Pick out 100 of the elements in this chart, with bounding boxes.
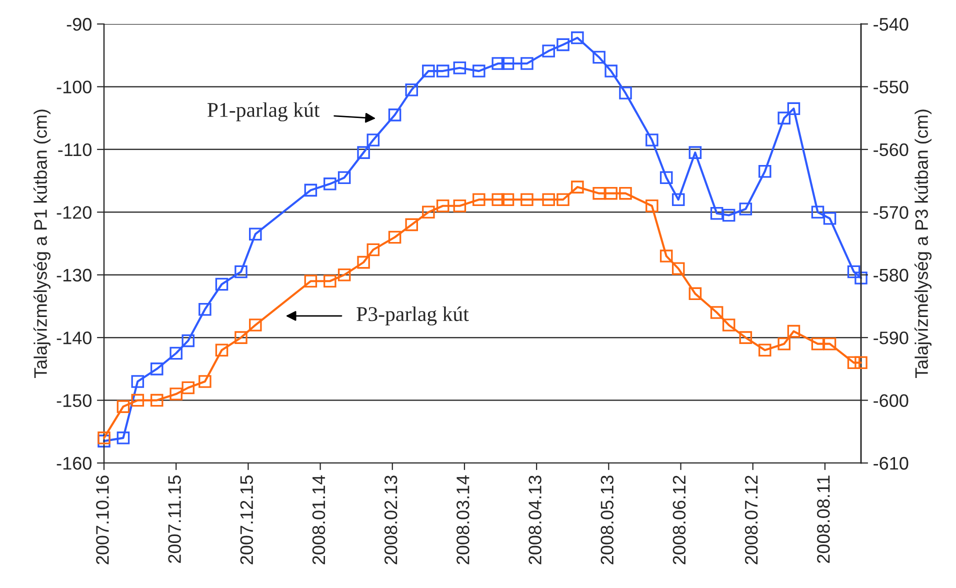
point — [436, 64, 450, 78]
point — [234, 265, 248, 278]
y2-axis-title: Talajvízmélység a P3 kútban (cm) — [914, 110, 932, 378]
point — [405, 83, 418, 96]
point — [823, 212, 836, 225]
y2-tick-label: -540 — [874, 18, 908, 31]
point — [453, 62, 466, 74]
point — [811, 337, 824, 350]
point — [215, 278, 228, 291]
y-tick-label: -160 — [56, 456, 92, 470]
point — [542, 44, 555, 58]
point — [592, 186, 606, 200]
point — [556, 38, 570, 52]
point — [182, 381, 194, 394]
y2-tick-label: -550 — [874, 80, 908, 94]
y-axis-title: Talajvízmélység a P1 kútban (cm) — [33, 110, 51, 378]
y2-tick-label: -570 — [874, 206, 908, 219]
point — [501, 57, 514, 70]
point — [388, 230, 402, 244]
point — [501, 193, 514, 206]
x-tick-label: 2008.06.12 — [672, 476, 686, 564]
annotation: P3-parlag kút — [356, 306, 469, 326]
point — [324, 178, 336, 190]
point — [338, 268, 351, 282]
x-tick-label: 2007.10.16 — [96, 476, 109, 564]
point — [357, 146, 370, 159]
x-tick-label: 2008.07.12 — [744, 476, 758, 564]
y2-tick-label: -610 — [874, 456, 908, 470]
y-tick-label: -150 — [56, 394, 92, 408]
point — [758, 164, 772, 178]
point — [472, 193, 486, 206]
x-tick-label: 2008.05.13 — [600, 476, 614, 564]
x-tick-label: 2008.03.14 — [456, 475, 470, 564]
annotation: P1-parlag kút — [208, 102, 320, 122]
point — [619, 86, 632, 100]
point — [556, 193, 570, 206]
point — [688, 146, 702, 159]
point — [847, 356, 860, 370]
point — [722, 208, 736, 222]
point — [847, 265, 860, 278]
point — [304, 184, 318, 197]
point — [422, 206, 435, 219]
x-tick-label: 2008.04.13 — [528, 476, 542, 564]
point — [823, 337, 836, 350]
y-tick-label: -100 — [56, 80, 92, 94]
point — [672, 193, 685, 206]
point — [710, 306, 724, 319]
point — [182, 334, 194, 348]
point — [116, 400, 130, 413]
point — [778, 112, 790, 124]
point — [150, 394, 164, 407]
y-tick-label: -90 — [66, 18, 92, 31]
point — [619, 186, 632, 200]
point — [787, 102, 800, 116]
x-tick-label: 2008.02.13 — [384, 476, 398, 564]
point — [722, 318, 736, 332]
point — [472, 64, 486, 78]
point — [672, 262, 685, 275]
y2-tick-label: -580 — [874, 268, 908, 282]
y-tick-label: -120 — [56, 206, 92, 219]
x-tick-label: 2007.12.15 — [240, 476, 254, 564]
point — [131, 394, 144, 407]
y-tick-label: -130 — [56, 268, 92, 282]
x-tick-label: 2007.11.15 — [168, 476, 181, 563]
y-tick-label: -140 — [56, 332, 92, 344]
point — [520, 57, 534, 70]
point — [592, 50, 606, 64]
point — [787, 324, 800, 338]
point — [571, 31, 584, 44]
point — [304, 274, 318, 288]
point — [422, 64, 435, 78]
y2-tick-label: -600 — [874, 394, 908, 408]
x-tick-label: 2008.01.14 — [312, 475, 326, 564]
point — [758, 344, 772, 357]
point — [150, 362, 164, 376]
point — [198, 375, 212, 388]
point — [778, 337, 790, 350]
point — [854, 272, 868, 284]
y2-tick-label: -590 — [874, 332, 908, 344]
y-tick-label: -110 — [58, 143, 92, 156]
point — [131, 375, 144, 388]
point — [249, 228, 262, 240]
point — [492, 57, 505, 70]
point — [739, 331, 752, 344]
point — [710, 207, 724, 220]
point — [324, 274, 336, 288]
point — [453, 199, 466, 212]
point — [234, 331, 248, 344]
point — [436, 199, 450, 212]
point — [366, 243, 380, 256]
point — [492, 193, 505, 206]
point — [215, 344, 228, 357]
point — [604, 64, 618, 78]
point — [170, 346, 182, 360]
point — [811, 206, 824, 219]
point — [249, 318, 262, 332]
y2-tick-label: -560 — [874, 143, 908, 156]
point — [338, 171, 351, 184]
point — [604, 186, 618, 200]
point — [660, 171, 673, 184]
